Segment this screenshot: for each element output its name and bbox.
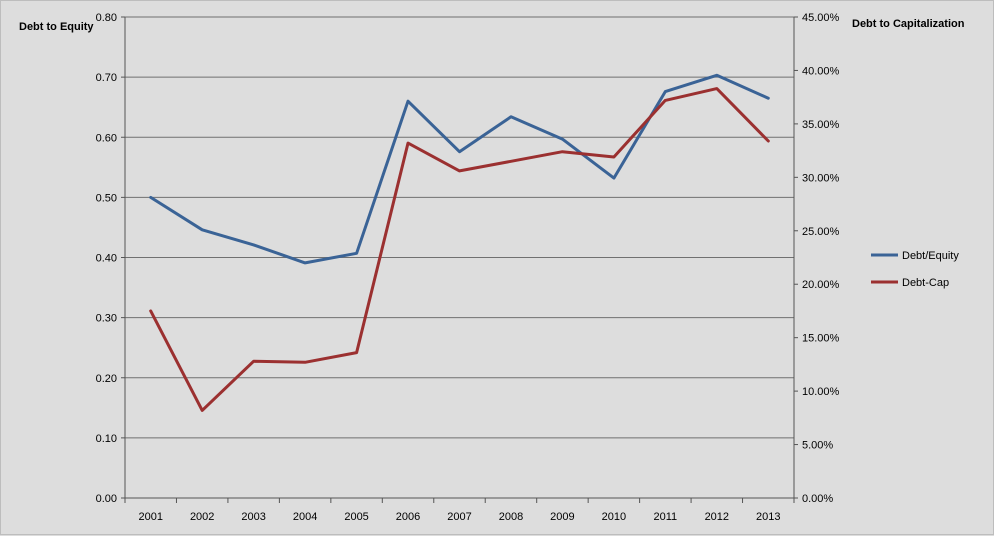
left-tick-label: 0.40 (96, 253, 117, 265)
x-tick-label: 2011 (654, 511, 678, 523)
right-tick-label: 25.00% (802, 226, 840, 238)
x-tick-label: 2004 (293, 511, 317, 523)
left-tick-label: 0.70 (96, 72, 117, 84)
left-tick-label: 0.50 (96, 192, 117, 204)
right-tick-label: 10.00% (802, 386, 840, 398)
left-tick-label: 0.60 (96, 132, 117, 144)
left-tick-label: 0.80 (96, 12, 117, 24)
x-tick-label: 2007 (447, 511, 471, 523)
left-tick-label: 0.10 (96, 433, 117, 445)
left-axis-title: Debt to Equity (19, 21, 94, 33)
right-tick-label: 30.00% (802, 172, 840, 184)
left-tick-label: 0.30 (96, 313, 117, 325)
x-tick-label: 2009 (550, 511, 574, 523)
series-line-debt-equity (149, 73, 770, 265)
left-tick-label: 0.00 (96, 493, 117, 505)
legend-label-debt-equity: Debt/Equity (902, 250, 959, 262)
left-tick-label: 0.20 (96, 373, 117, 385)
legend-label-debt-cap: Debt-Cap (902, 277, 949, 289)
right-tick-label: 20.00% (802, 279, 840, 291)
x-tick-label: 2012 (705, 511, 729, 523)
x-tick-label: 2008 (499, 511, 523, 523)
right-axis-title: Debt to Capitalization (852, 18, 965, 30)
x-tick-label: 2013 (756, 511, 780, 523)
series-line-debt-cap (149, 87, 770, 412)
x-tick-label: 2001 (138, 511, 162, 523)
right-tick-label: 35.00% (802, 119, 840, 131)
x-tick-label: 2010 (602, 511, 626, 523)
right-tick-label: 15.00% (802, 333, 840, 345)
right-tick-label: 40.00% (802, 65, 840, 77)
x-tick-label: 2002 (190, 511, 214, 523)
right-tick-label: 0.00% (802, 493, 833, 505)
right-tick-label: 5.00% (802, 440, 833, 452)
right-tick-label: 45.00% (802, 12, 840, 24)
x-tick-label: 2005 (344, 511, 368, 523)
x-tick-label: 2003 (241, 511, 265, 523)
x-tick-label: 2006 (396, 511, 420, 523)
